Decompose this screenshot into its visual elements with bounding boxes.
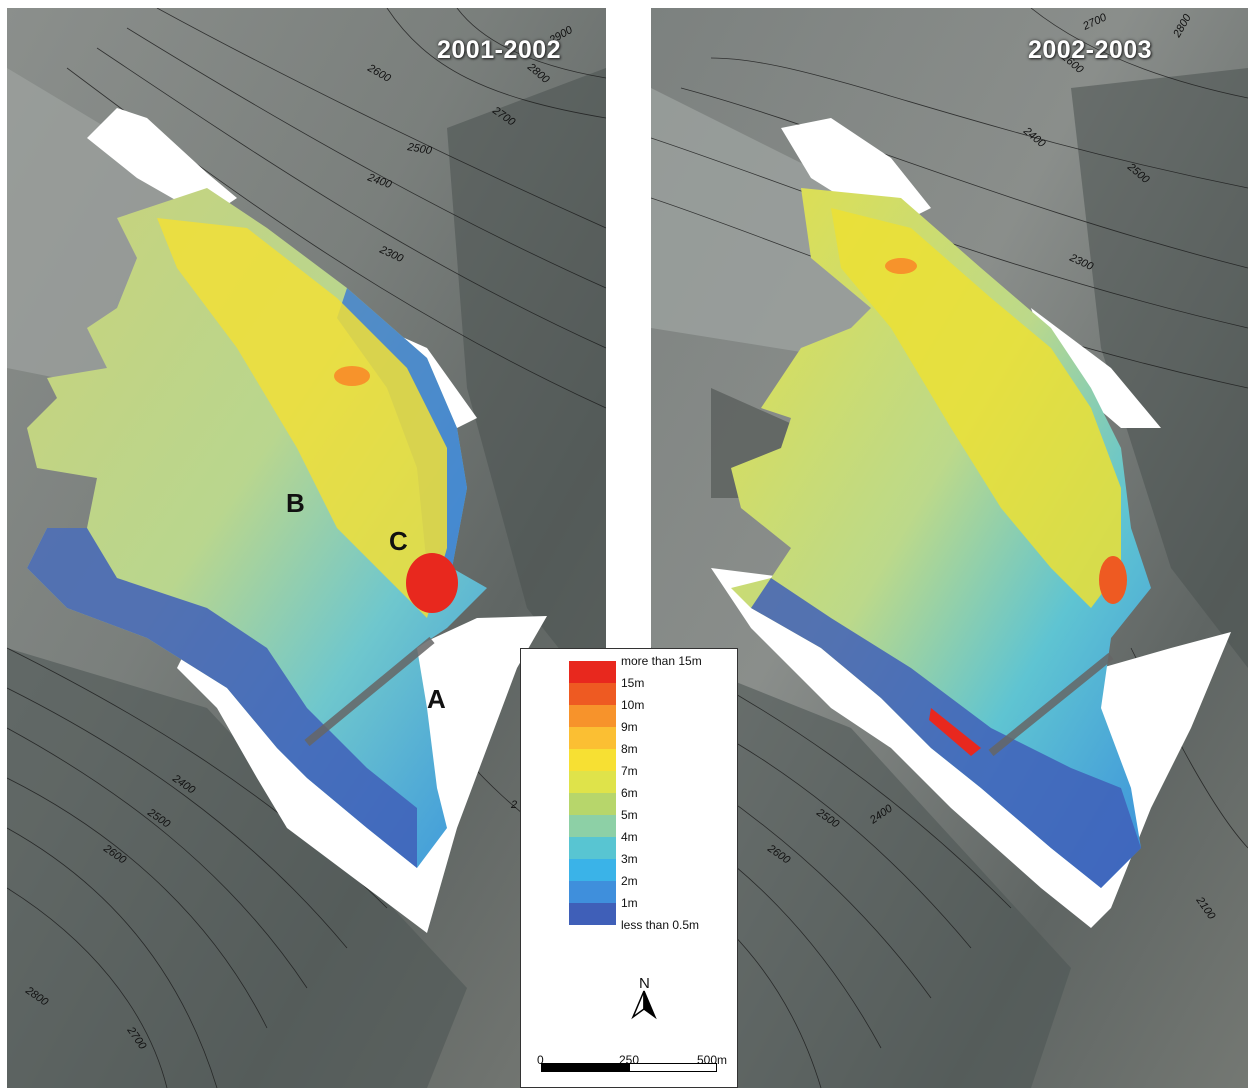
point-label-b: B — [286, 488, 305, 518]
contour-label: 2 — [510, 799, 517, 811]
legend-box: more than 15m 15m 10m 9m 8m 7m 6m 5m 4m 3m 2m 1m les… — [520, 648, 738, 1088]
legend-label: 9m — [621, 720, 638, 734]
orange-hotspot — [885, 258, 917, 274]
legend-swatch — [569, 859, 616, 881]
dark-slope — [7, 648, 467, 1088]
legend-label: 10m — [621, 698, 645, 712]
orange-hotspot — [334, 366, 370, 386]
point-label-c: C — [389, 526, 408, 556]
legend-label: 8m — [621, 742, 638, 756]
shadow-area — [447, 68, 606, 708]
profile-line — [304, 636, 435, 747]
blue-margin — [27, 528, 417, 868]
legend-swatch — [569, 925, 616, 947]
legend-swatch — [569, 881, 616, 903]
legend-label: 3m — [621, 852, 638, 866]
red-edge — [929, 708, 981, 756]
north-label: N — [639, 975, 650, 992]
point-label-a: A — [427, 684, 446, 714]
legend-swatch — [569, 903, 616, 925]
contour-label: 2500 — [405, 141, 433, 157]
legend-swatch — [569, 683, 616, 705]
shadow-area — [1071, 68, 1248, 668]
legend-label: more than 15m — [621, 654, 702, 668]
legend-swatch — [569, 815, 616, 837]
yellow-zone — [157, 218, 447, 618]
legend-label: 1m — [621, 896, 638, 910]
legend-swatch — [569, 705, 616, 727]
period-title: 2001-2002 — [437, 36, 562, 64]
legend-swatch — [569, 749, 616, 771]
dark-slope — [651, 648, 1071, 1088]
scale-tick-0: 0 — [537, 1053, 544, 1067]
legend-label: 6m — [621, 786, 638, 800]
legend-label: 7m — [621, 764, 638, 778]
legend-swatch — [569, 771, 616, 793]
profile-line — [988, 652, 1114, 757]
red-hotspot — [406, 553, 458, 613]
legend-label: 4m — [621, 830, 638, 844]
legend-label: 2m — [621, 874, 638, 888]
legend-label: less than 0.5m — [621, 918, 700, 932]
legend-label: 15m — [621, 676, 645, 690]
scale-bar — [541, 1063, 717, 1072]
red-hotspot — [1099, 556, 1127, 604]
north-arrow-icon — [631, 990, 657, 1020]
yellow-zone — [831, 208, 1121, 608]
low-value-region — [1031, 308, 1161, 428]
legend-swatch — [569, 727, 616, 749]
legend-swatch — [569, 793, 616, 815]
legend-swatch — [569, 661, 616, 683]
map-panel-2001-2002: 2600 2700 2800 2900 2500 2400 2300 2200 … — [7, 8, 606, 1088]
scale-bar-fill — [542, 1064, 630, 1071]
legend-label: 5m — [621, 808, 638, 822]
legend-swatch — [569, 837, 616, 859]
period-title: 2002-2003 — [1028, 36, 1153, 64]
map-left-svg: 2600 2700 2800 2900 2500 2400 2300 2200 … — [7, 8, 606, 1088]
